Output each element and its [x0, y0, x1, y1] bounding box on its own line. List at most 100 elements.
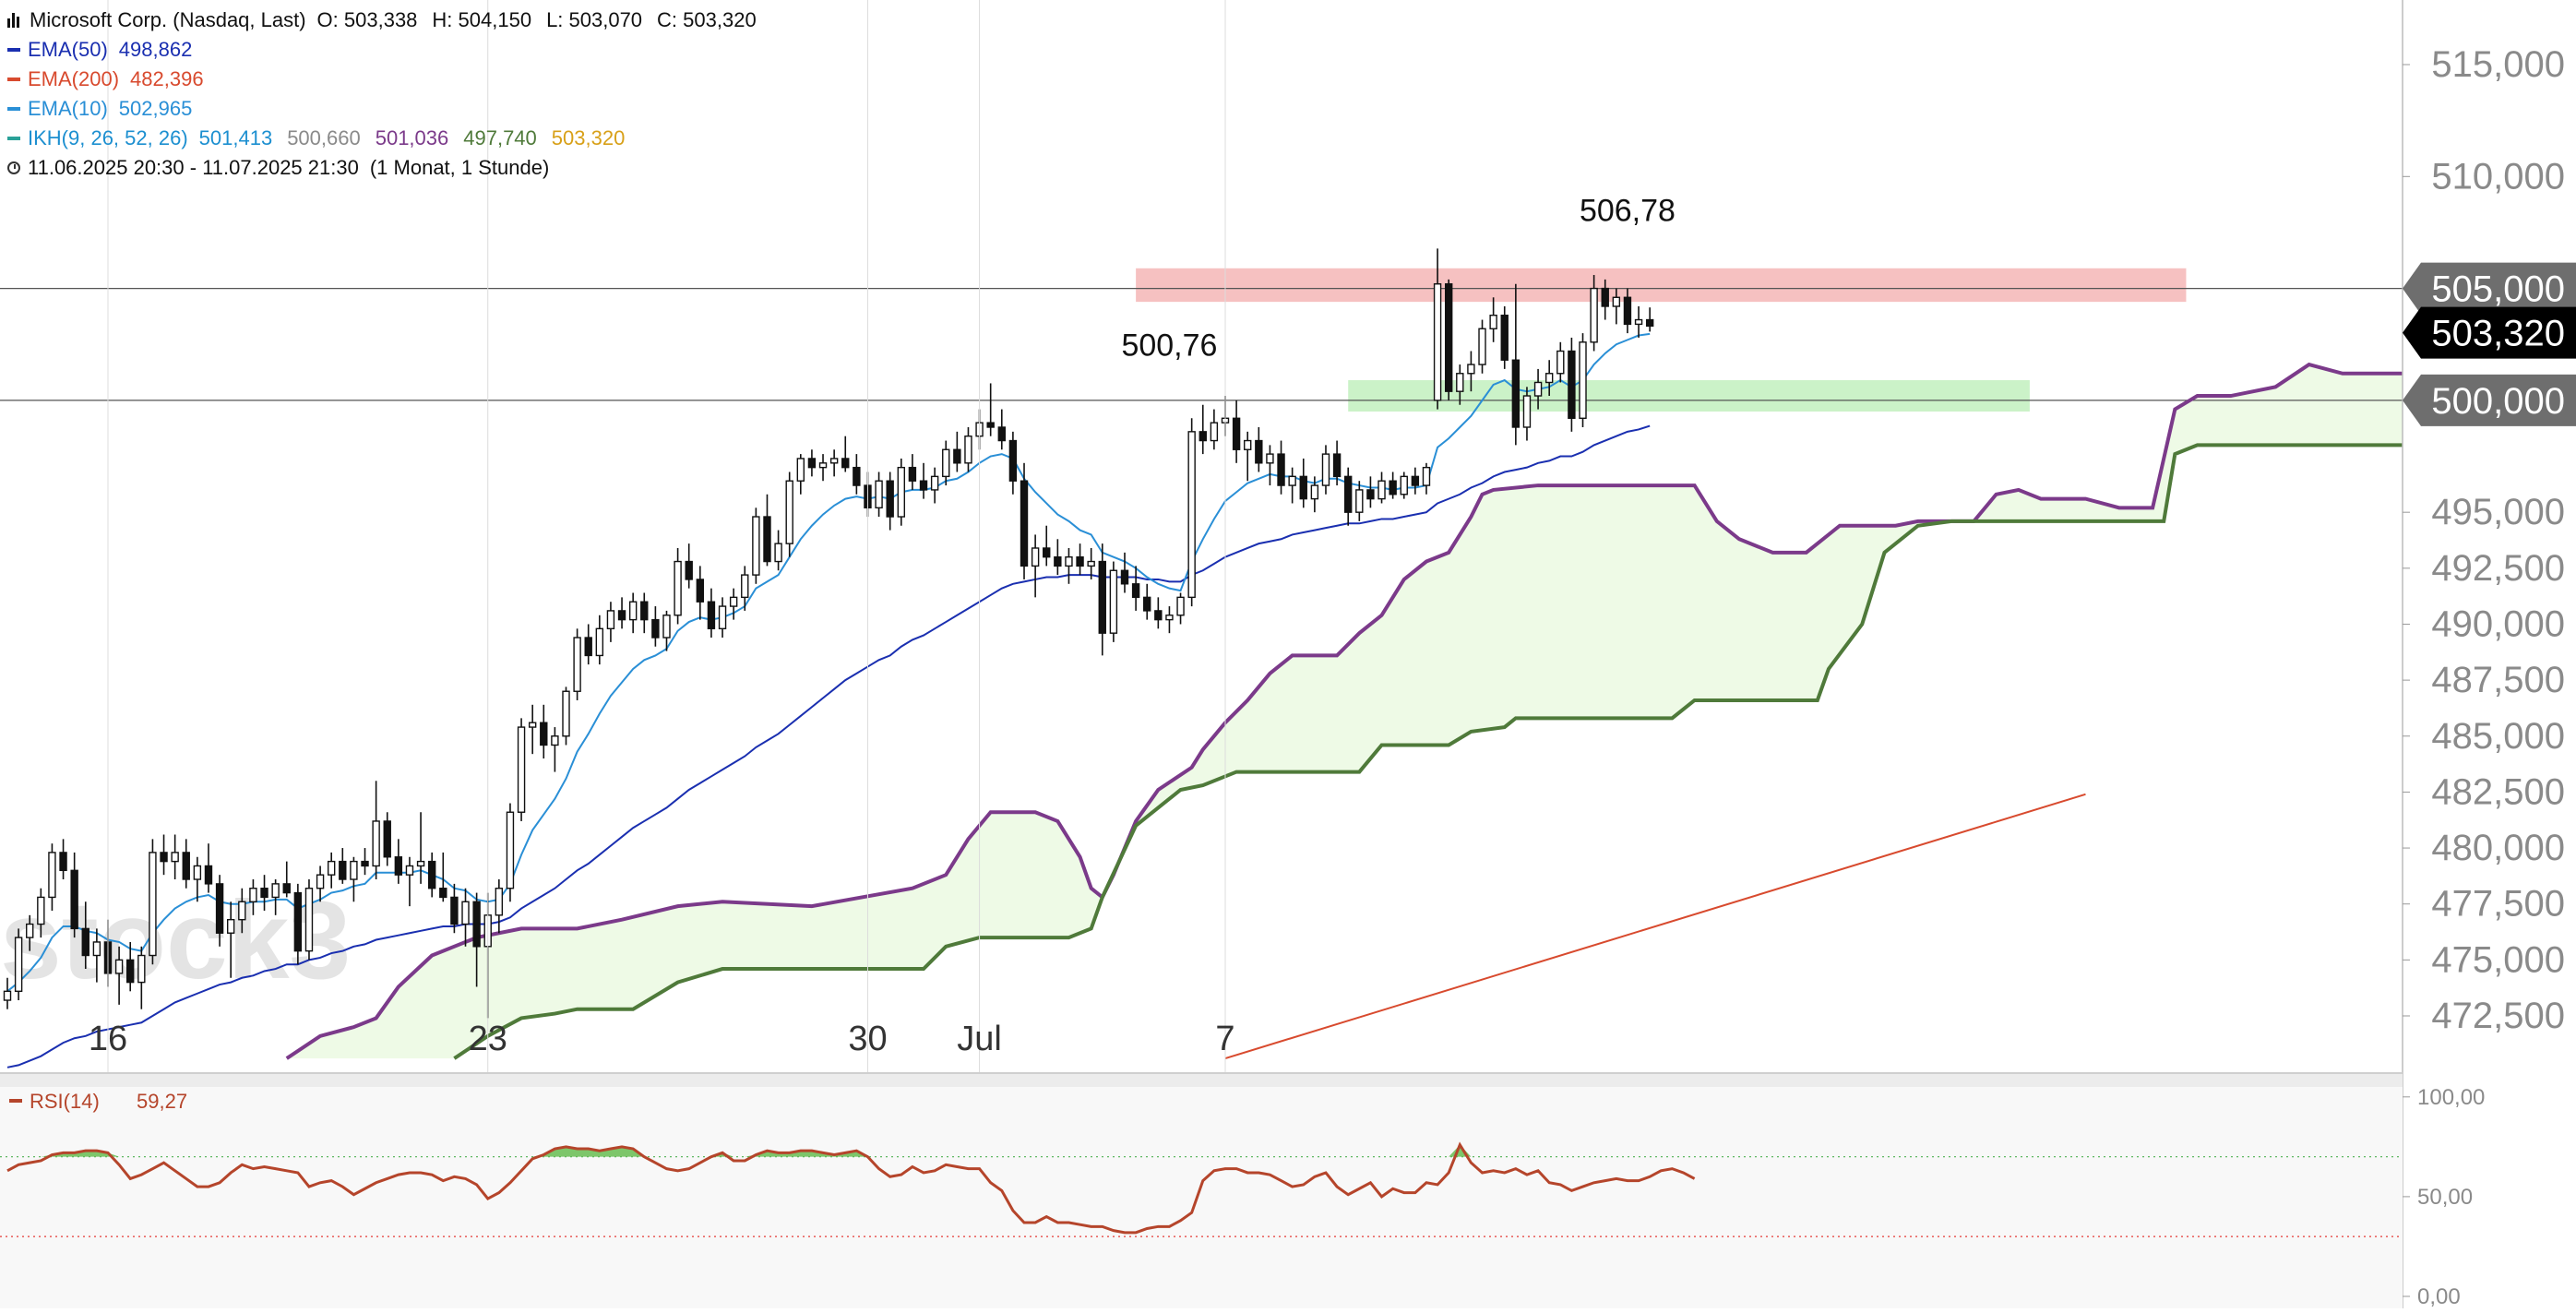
candle — [1433, 248, 1442, 410]
legend-ikh[interactable]: IKH(9, 26, 52, 26) 501,413 500,660 501,0… — [7, 124, 757, 153]
candles — [3, 248, 1654, 1019]
candle — [1321, 445, 1330, 495]
candle — [1366, 476, 1375, 508]
candle-body — [70, 869, 78, 930]
candle-body — [997, 426, 1006, 442]
candle — [741, 566, 749, 611]
candle-body — [617, 610, 626, 621]
candle-body — [718, 605, 727, 630]
candle — [1332, 440, 1342, 486]
candle — [1288, 467, 1296, 504]
price-tick-label: 472,500 — [2431, 996, 2565, 1036]
legend-ema200[interactable]: EMA(200) 482,396 — [7, 65, 757, 94]
candle — [260, 875, 268, 911]
price-annotation: 500,76 — [1121, 328, 1217, 363]
candle — [997, 409, 1006, 450]
candle-body — [1299, 475, 1307, 500]
candle — [818, 454, 828, 482]
high-value: H: 504,150 — [432, 8, 532, 31]
candle-body — [1255, 439, 1263, 464]
candle — [14, 928, 23, 1001]
price-tick-label: 477,500 — [2431, 884, 2565, 925]
candle — [1444, 279, 1453, 400]
time-axis-label: Jul — [957, 1020, 1002, 1058]
candle-body — [316, 874, 325, 889]
candle-body — [853, 466, 861, 486]
candle — [774, 530, 782, 571]
candle — [1389, 471, 1397, 499]
candle-body — [875, 480, 883, 509]
candle — [1020, 462, 1029, 579]
candle-body — [1120, 569, 1129, 585]
price-tick-label: 480,000 — [2431, 828, 2565, 868]
candle-body — [361, 860, 369, 867]
candle-body — [1054, 555, 1062, 567]
candle — [182, 839, 190, 889]
candle — [48, 843, 56, 911]
candlestick-icon — [7, 13, 22, 28]
ema10-swatch — [7, 107, 20, 111]
candle-body — [339, 860, 347, 880]
candle-body — [1098, 560, 1106, 634]
candle — [1377, 471, 1386, 504]
candle-body — [528, 722, 537, 728]
candle — [339, 848, 347, 884]
candle — [1533, 368, 1543, 410]
candle-body — [1467, 364, 1475, 375]
candle-body — [137, 954, 146, 984]
candle-body — [1623, 296, 1632, 326]
candle — [1500, 305, 1509, 369]
candle — [472, 892, 481, 987]
candle-body — [1210, 422, 1219, 442]
ikh-senkou-a-value: 501,036 — [375, 126, 449, 149]
candle — [829, 449, 839, 477]
candle-body — [517, 726, 526, 813]
candle-body — [796, 458, 805, 482]
candle — [1343, 467, 1353, 526]
candle-body — [1332, 453, 1342, 478]
candle-body — [1456, 373, 1464, 392]
candle — [1299, 458, 1307, 508]
candle-body — [14, 937, 23, 993]
candle — [897, 458, 905, 526]
ikh-tenkan-value: 501,413 — [198, 126, 273, 149]
candle — [674, 547, 682, 625]
candle-body — [1556, 350, 1565, 375]
candle — [1087, 547, 1095, 579]
candle-body — [171, 852, 179, 863]
candle-body — [1411, 475, 1420, 486]
candle — [763, 494, 771, 567]
candle-body — [1109, 569, 1118, 634]
watermark-text: stock3 — [0, 878, 351, 1002]
candle — [92, 928, 101, 983]
legend-ema50[interactable]: EMA(50) 498,862 — [7, 35, 757, 65]
candle-body — [942, 448, 950, 478]
candle — [506, 803, 515, 902]
candle-body — [1031, 547, 1040, 567]
candle — [540, 704, 548, 759]
candle — [606, 602, 615, 642]
candle-body — [260, 888, 268, 899]
candle-body — [1601, 287, 1609, 307]
candle — [226, 901, 235, 978]
candle-body — [1076, 555, 1084, 567]
candle-body — [1266, 453, 1274, 464]
candle — [1176, 592, 1185, 625]
candle — [1590, 275, 1598, 352]
candle — [886, 471, 894, 531]
candle — [1199, 404, 1207, 455]
ema200-label: EMA(200) — [28, 67, 120, 90]
legend-ema10[interactable]: EMA(10) 502,965 — [7, 94, 757, 124]
candle-body — [662, 615, 671, 639]
level-505-tag-text: 505,000 — [2431, 269, 2565, 310]
candle — [1165, 606, 1174, 634]
candle-body — [59, 852, 67, 872]
candle — [1065, 547, 1073, 584]
candle-body — [1389, 480, 1397, 495]
candle — [316, 865, 325, 902]
candle-body — [897, 466, 905, 518]
candle — [1143, 583, 1151, 620]
candle — [327, 852, 336, 889]
candle — [573, 628, 581, 700]
